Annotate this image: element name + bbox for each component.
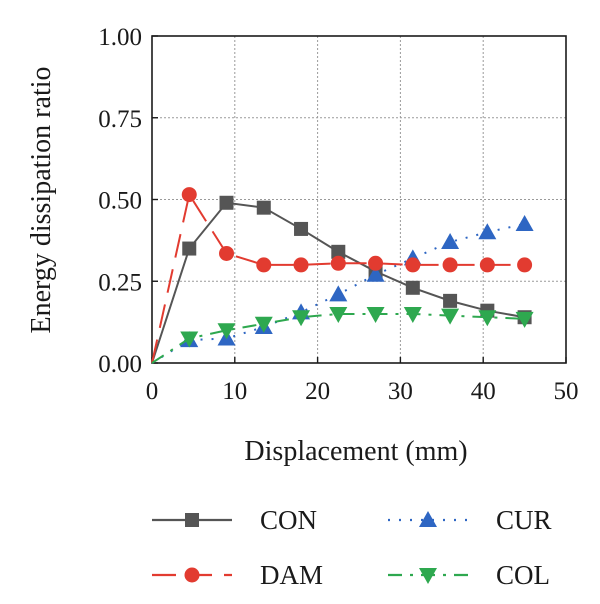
- data-point-con: [182, 241, 197, 256]
- legend-label-con: CON: [260, 505, 317, 535]
- data-point-dam: [256, 257, 272, 273]
- tick-labels: 0 10 20 30 40 50 0.00 0.25 0.50 0.75 1.00: [98, 24, 578, 405]
- x-tick-label: 20: [305, 378, 330, 405]
- data-point-cur: [515, 215, 534, 232]
- legend: CON CUR DAM COL: [152, 505, 552, 590]
- data-point-col: [403, 306, 422, 323]
- data-point-cur: [478, 223, 497, 240]
- data-point-cur: [366, 265, 385, 282]
- legend-marker-dam: [184, 567, 200, 583]
- data-point-dam: [368, 255, 384, 271]
- data-point-col: [292, 310, 311, 327]
- legend-label-cur: CUR: [496, 505, 552, 535]
- data-point-dam: [219, 245, 235, 261]
- data-point-con: [256, 200, 271, 215]
- data-point-con: [443, 293, 458, 308]
- data-point-con: [294, 221, 309, 236]
- data-point-col: [441, 308, 460, 325]
- y-axis-label: Energy dissipation ratio: [26, 67, 57, 334]
- data-point-dam: [479, 257, 495, 273]
- x-tick-label: 30: [388, 378, 413, 405]
- x-tick-label: 0: [146, 378, 159, 405]
- legend-item-cur: CUR: [388, 505, 552, 535]
- series-layer: [151, 187, 534, 364]
- y-tick-label: 0.00: [98, 351, 142, 378]
- legend-marker-cur: [419, 511, 437, 527]
- data-point-dam: [517, 257, 533, 273]
- y-tick-label: 0.50: [98, 188, 142, 215]
- legend-label-dam: DAM: [260, 560, 323, 590]
- data-point-con: [219, 195, 234, 210]
- data-point-dam: [181, 187, 197, 203]
- x-tick-label: 10: [222, 378, 247, 405]
- data-point-col: [329, 306, 348, 323]
- series-line-dam: [151, 192, 525, 364]
- y-tick-label: 0.25: [98, 269, 142, 296]
- data-point-col: [515, 311, 534, 328]
- data-point-col: [180, 331, 199, 348]
- data-point-col: [254, 316, 273, 333]
- series-cur: [151, 215, 534, 364]
- data-point-dam: [293, 257, 309, 273]
- legend-item-dam: DAM: [152, 560, 323, 590]
- legend-item-col: COL: [388, 560, 550, 590]
- data-point-col: [478, 310, 497, 327]
- y-tick-label: 0.75: [98, 106, 142, 133]
- y-tick-label: 1.00: [98, 24, 142, 51]
- series-line-col: [151, 312, 525, 364]
- data-point-col: [366, 306, 385, 323]
- data-point-col: [217, 323, 236, 340]
- series-con: [151, 195, 532, 364]
- data-point-con: [405, 280, 420, 295]
- series-dam: [151, 187, 533, 364]
- legend-marker-con: [185, 513, 199, 527]
- data-point-dam: [442, 257, 458, 273]
- legend-item-con: CON: [152, 505, 317, 535]
- x-axis-label: Displacement (mm): [244, 436, 467, 467]
- x-tick-label: 40: [471, 378, 496, 405]
- legend-marker-col: [419, 568, 437, 584]
- legend-label-col: COL: [496, 560, 550, 590]
- data-point-cur: [329, 285, 348, 302]
- data-point-dam: [330, 255, 346, 271]
- data-point-cur: [441, 233, 460, 250]
- x-tick-label: 50: [554, 378, 579, 405]
- data-point-dam: [405, 257, 421, 273]
- data-point-con: [331, 244, 346, 259]
- series-line-con: [151, 201, 525, 364]
- series-col: [151, 306, 534, 364]
